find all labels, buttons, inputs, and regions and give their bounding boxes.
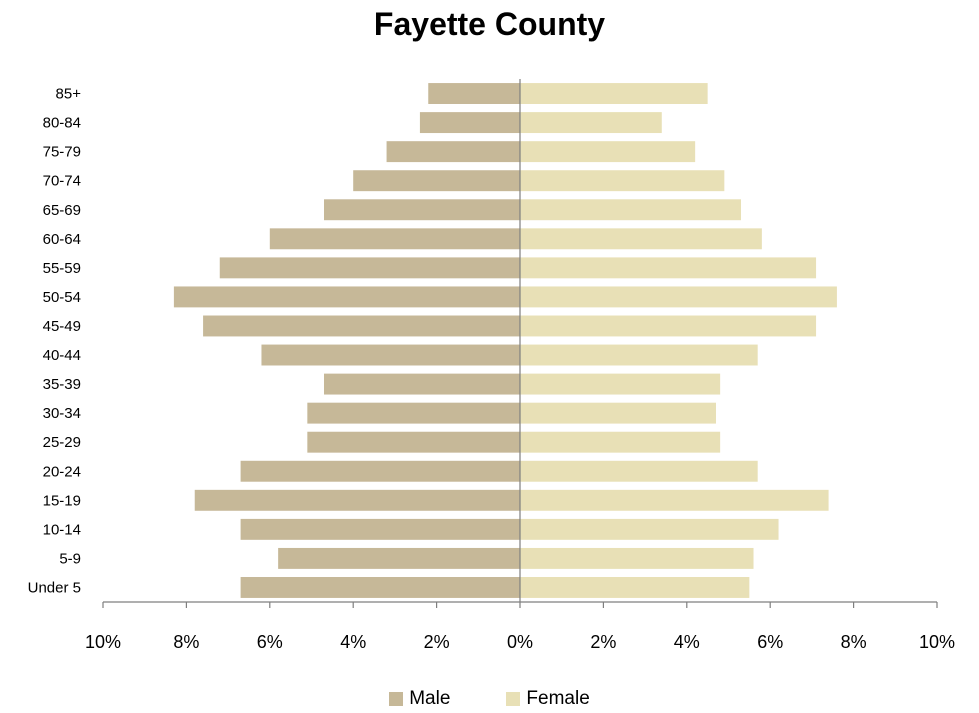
y-tick-label: 45-49	[43, 318, 81, 335]
bar-male-10-14	[240, 518, 521, 540]
bar-female-15-19	[520, 489, 829, 511]
bar-male-5-9	[278, 547, 520, 569]
bar-male-50-54	[173, 286, 520, 308]
bar-female-25-29	[520, 431, 721, 453]
bar-male-60-64	[269, 228, 520, 250]
x-tick-label: 8%	[173, 632, 199, 652]
x-tick-label: 10%	[85, 632, 121, 652]
y-tick-label: 55-59	[43, 260, 81, 277]
legend: Male Female	[0, 686, 979, 712]
x-tick-label: 6%	[757, 632, 783, 652]
y-tick-label: 15-19	[43, 492, 81, 509]
bar-female-85+	[520, 83, 708, 104]
bar-female-70-74	[520, 170, 725, 192]
y-tick-label: 40-44	[43, 347, 81, 364]
y-tick-label: 75-79	[43, 144, 81, 161]
legend-swatch-female	[506, 692, 521, 706]
bar-male-85+	[428, 83, 520, 104]
bar-female-80-84	[520, 112, 662, 134]
bar-female-5-9	[520, 547, 754, 569]
bar-male-35-39	[324, 373, 520, 395]
x-tick-label: 6%	[257, 632, 283, 652]
bar-female-20-24	[520, 460, 758, 482]
bar-male-under-5	[240, 577, 521, 598]
chart-title: Fayette County	[373, 6, 606, 42]
bar-female-10-14	[520, 518, 779, 540]
y-tick-label: 70-74	[43, 173, 81, 190]
axis-layer	[102, 79, 938, 608]
x-tick-label: 2%	[424, 632, 450, 652]
bar-female-55-59	[520, 257, 817, 279]
y-tick-label: 65-69	[43, 202, 81, 219]
x-tick-label: 4%	[340, 632, 366, 652]
legend-label-male: Male	[409, 688, 451, 709]
y-tick-label: 5-9	[59, 550, 81, 567]
bar-female-60-64	[520, 228, 762, 250]
bar-male-55-59	[219, 257, 520, 279]
y-tick-label: 50-54	[43, 289, 81, 306]
y-tick-label: Under 5	[28, 579, 81, 596]
bar-female-65-69	[520, 199, 742, 221]
bar-male-40-44	[261, 344, 520, 366]
x-tick-label: 0%	[507, 632, 533, 652]
y-tick-label: 20-24	[43, 463, 81, 480]
x-tick-label: 10%	[919, 632, 955, 652]
y-tick-label: 80-84	[43, 115, 81, 132]
x-tick-label: 8%	[841, 632, 867, 652]
bar-male-45-49	[203, 315, 520, 337]
y-tick-label: 30-34	[43, 405, 81, 422]
bar-male-15-19	[194, 489, 521, 511]
bar-female-35-39	[520, 373, 721, 395]
y-tick-label: 10-14	[43, 521, 81, 538]
bar-female-45-49	[520, 315, 817, 337]
y-tick-label: 60-64	[43, 231, 81, 248]
bar-female-50-54	[520, 286, 837, 308]
bar-male-25-29	[307, 431, 520, 453]
legend-swatch-male	[389, 692, 404, 706]
bar-male-75-79	[386, 141, 520, 163]
legend-label-female: Female	[526, 688, 590, 709]
bar-female-30-34	[520, 402, 716, 424]
bar-male-65-69	[324, 199, 520, 221]
y-tick-label: 85+	[56, 86, 82, 103]
bars-layer	[173, 83, 837, 598]
bar-female-75-79	[520, 141, 696, 163]
bar-male-70-74	[353, 170, 520, 192]
bar-female-under-5	[520, 577, 750, 598]
x-tick-label: 2%	[590, 632, 616, 652]
bar-male-30-34	[307, 402, 520, 424]
bar-male-80-84	[419, 112, 520, 134]
labels-layer: Under 5 5-9 10-14 15-19 20-24 25-29 30-34 35-39…	[28, 86, 955, 652]
bar-female-40-44	[520, 344, 758, 366]
legend-item-male: Male	[389, 688, 450, 710]
y-tick-label: 35-39	[43, 376, 81, 393]
bar-male-20-24	[240, 460, 521, 482]
legend-item-female: Female	[506, 688, 590, 710]
x-tick-label: 4%	[674, 632, 700, 652]
y-tick-label: 25-29	[43, 434, 81, 451]
